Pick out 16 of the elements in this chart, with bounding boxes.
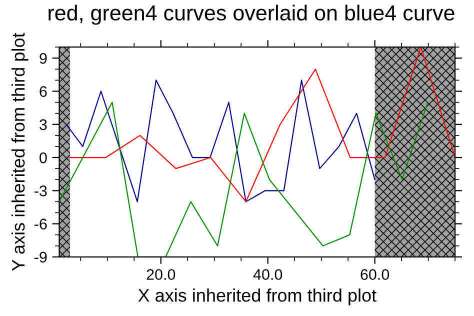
y-tick-label: 3: [40, 119, 47, 130]
x-axis-title: X axis inherited from third plot: [138, 288, 376, 306]
y-axis-title: Y axis inherited from third plot: [11, 32, 28, 271]
y-tick-label: -3: [34, 186, 47, 196]
x-tick-label: 60.0: [360, 269, 390, 280]
y-tick-label: 9: [40, 52, 47, 64]
y-tick-label: -9: [34, 252, 47, 263]
line-series: [59, 102, 428, 257]
x-tick-label: 20.0: [146, 269, 176, 280]
y-tick-label: -6: [34, 218, 47, 230]
y-tick-label: 6: [40, 86, 47, 97]
x-tick-label: 40.0: [253, 269, 282, 280]
line-series: [69, 47, 456, 202]
y-tick-label: 0: [40, 152, 47, 164]
chart-title: red, green4 curves overlaid on blue4 curve: [48, 4, 454, 25]
line-series: [66, 80, 376, 202]
